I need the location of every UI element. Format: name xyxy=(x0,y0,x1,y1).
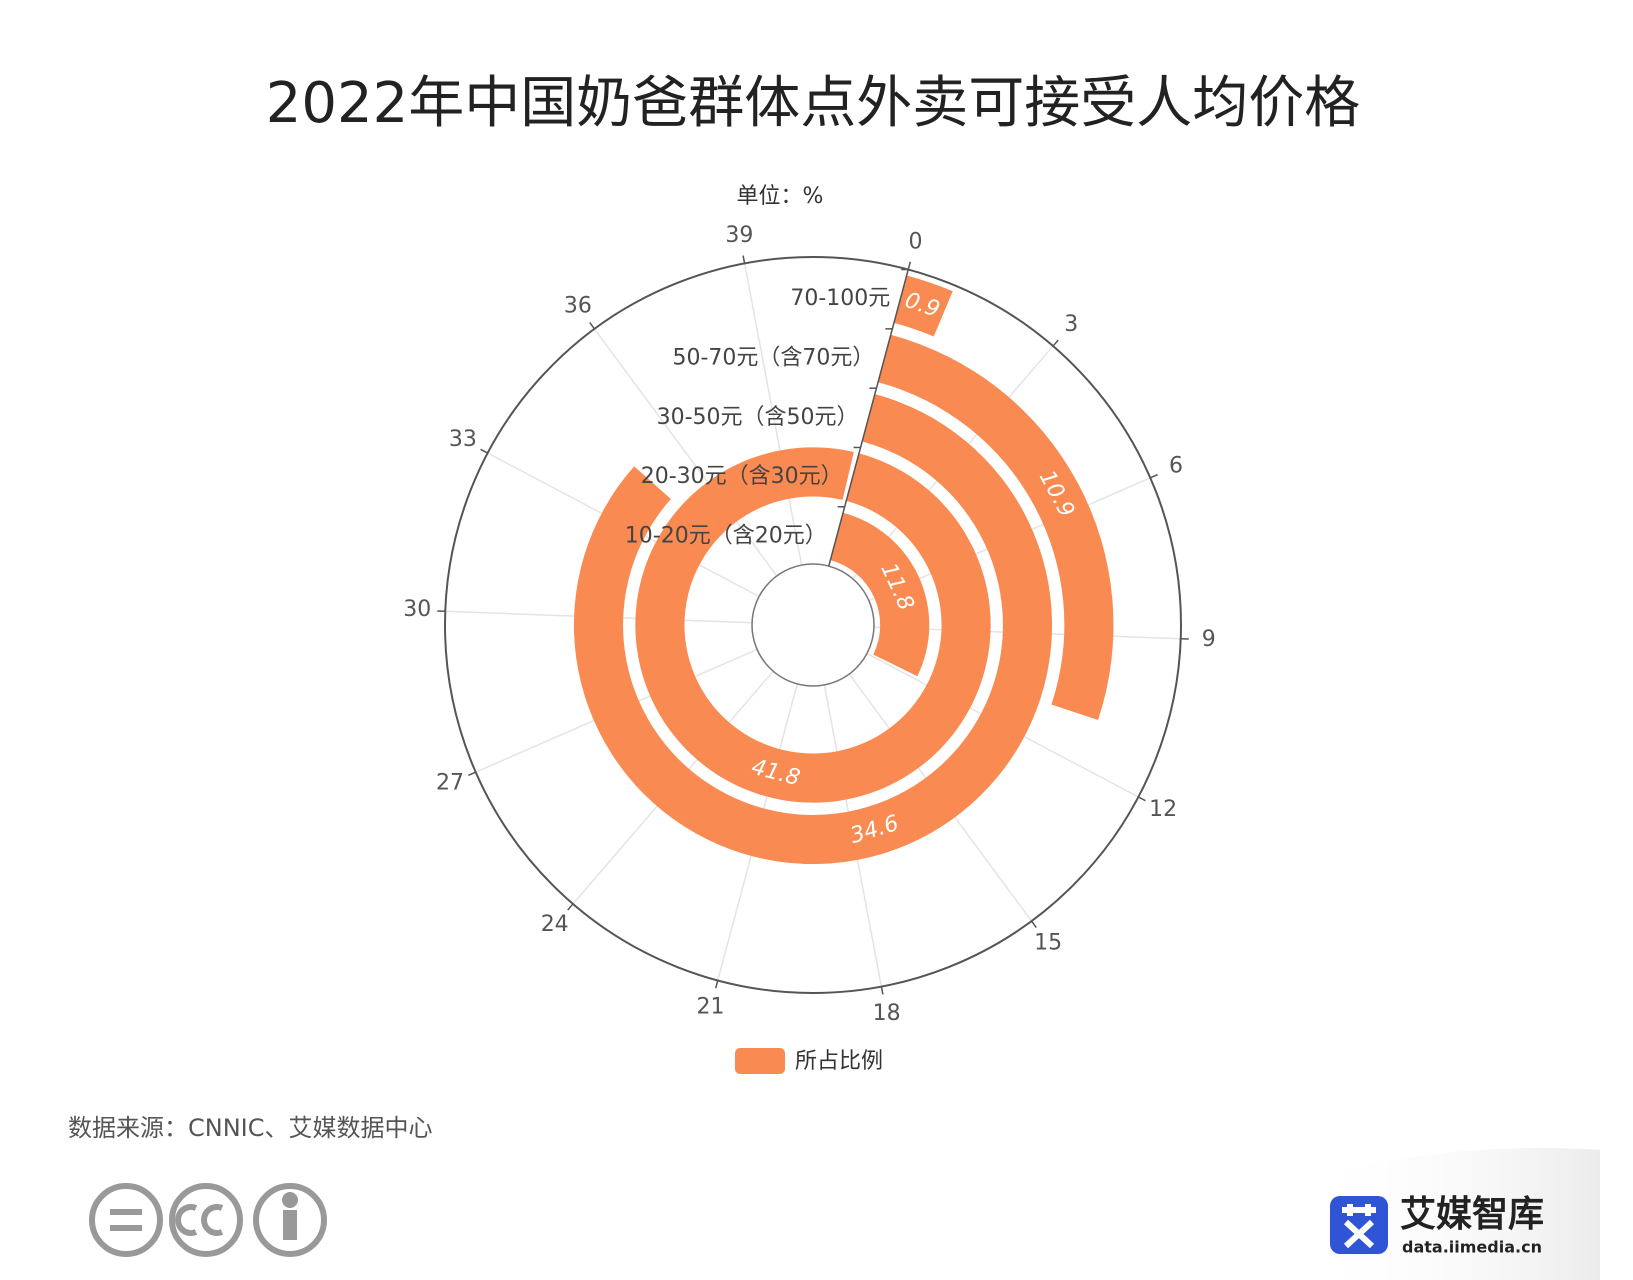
legend-label: 所占比例 xyxy=(795,1049,883,1074)
angle-tick xyxy=(742,255,746,264)
angle-tick xyxy=(1138,796,1146,802)
angle-tick-label: 36 xyxy=(564,293,592,318)
brand-icon xyxy=(1330,1196,1388,1254)
angle-tick-label: 15 xyxy=(1034,931,1062,956)
source-note: 数据来源：CNNIC、艾媒数据中心 xyxy=(68,1114,433,1142)
bar xyxy=(830,512,930,677)
angle-tick-label: 0 xyxy=(908,229,922,254)
grid-line xyxy=(593,328,778,577)
angle-tick-label: 33 xyxy=(449,427,477,452)
unit-label: 单位：% xyxy=(737,184,824,209)
angle-tick xyxy=(567,903,574,911)
bar xyxy=(878,334,1114,720)
angle-tick xyxy=(714,980,719,989)
angle-tick-label: 12 xyxy=(1149,797,1177,822)
license-icons xyxy=(89,1183,327,1257)
angle-tick xyxy=(1052,339,1059,347)
category-label: 10-20元（含20元） xyxy=(625,523,827,548)
radial-axis xyxy=(828,269,909,567)
angle-tick-label: 24 xyxy=(541,912,569,937)
chart-title: 2022年中国奶爸群体点外卖可接受人均价格 xyxy=(266,71,1361,136)
angle-tick-label: 9 xyxy=(1202,627,1216,652)
angle-tick-label: 30 xyxy=(403,597,431,622)
angle-tick-label: 21 xyxy=(697,995,725,1020)
category-label: 30-50元（含50元） xyxy=(657,405,859,430)
angle-tick-label: 18 xyxy=(873,1001,901,1026)
grid-line xyxy=(743,263,803,566)
bar xyxy=(893,275,953,337)
category-label: 70-100元 xyxy=(790,286,890,311)
angle-tick xyxy=(1030,920,1037,928)
angle-tick xyxy=(589,322,596,330)
outer-ring xyxy=(444,256,1182,994)
angle-tick xyxy=(480,448,488,454)
angle-tick-label: 39 xyxy=(725,223,753,248)
angle-tick xyxy=(468,771,477,777)
brand-url: data.iimedia.cn xyxy=(1402,1238,1542,1257)
angle-tick-label: 27 xyxy=(436,770,464,795)
brand-name: 艾媒智库 xyxy=(1400,1194,1544,1235)
legend-swatch xyxy=(735,1048,785,1074)
angle-tick-label: 6 xyxy=(1169,454,1183,479)
category-label: 20-30元（含30元） xyxy=(641,464,843,489)
angle-tick-label: 3 xyxy=(1064,312,1078,337)
category-label: 50-70元（含70元） xyxy=(672,346,874,371)
angle-tick xyxy=(880,986,884,995)
inner-ring xyxy=(751,563,875,687)
bar xyxy=(635,447,991,803)
angle-tick xyxy=(1149,473,1158,479)
angle-tick xyxy=(907,261,912,270)
